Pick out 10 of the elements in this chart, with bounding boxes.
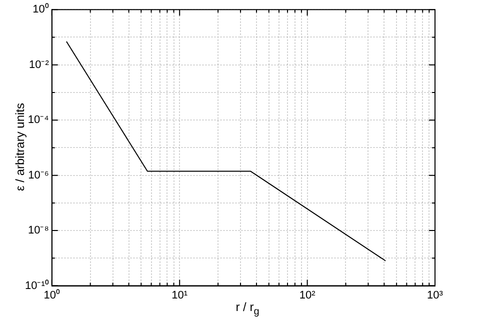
y-tick-label: 10⁻⁶ bbox=[28, 169, 49, 182]
x-tick-label: 10² bbox=[299, 289, 316, 302]
y-tick-label: 10⁻⁸ bbox=[28, 224, 49, 237]
y-tick-label: 10⁰ bbox=[32, 2, 49, 16]
x-tick-label: 10³ bbox=[427, 289, 444, 302]
y-axis-title: ε / arbitrary units bbox=[13, 102, 27, 194]
x-tick-label: 10¹ bbox=[172, 289, 188, 302]
x-axis-title: r / r$_{g}$ bbox=[234, 300, 260, 318]
y-tick-label: 10⁻⁴ bbox=[28, 114, 50, 126]
y-tick-label: 10⁻² bbox=[28, 58, 50, 71]
